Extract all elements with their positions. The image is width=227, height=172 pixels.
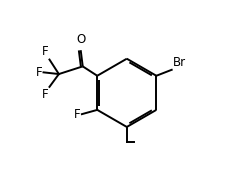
Text: F: F — [41, 45, 48, 58]
Text: F: F — [74, 108, 81, 121]
Text: Br: Br — [172, 56, 185, 69]
Text: O: O — [76, 33, 85, 46]
Text: F: F — [35, 66, 42, 79]
Text: F: F — [41, 88, 48, 101]
